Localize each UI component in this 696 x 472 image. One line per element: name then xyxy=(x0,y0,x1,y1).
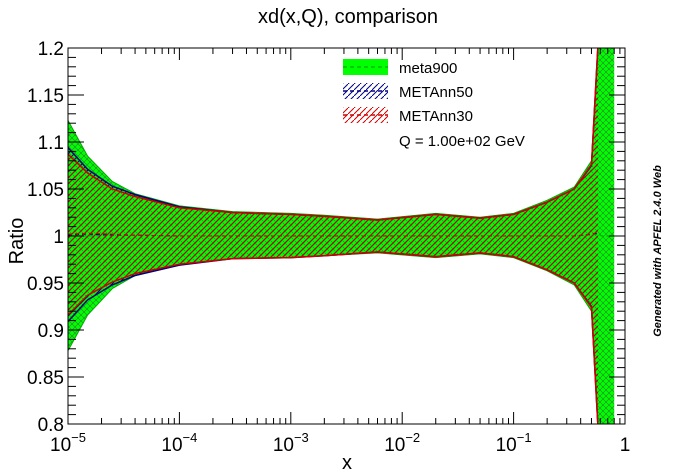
x-tick-label: 10−4 xyxy=(161,430,197,456)
y-tick-label: 1.1 xyxy=(38,133,64,154)
upper-edge-metann30 xyxy=(68,48,599,221)
x-tick-label: 10−3 xyxy=(273,430,309,456)
legend-label-meta900: meta900 xyxy=(399,60,457,77)
x-axis: 10−5 10−4 10−3 10−2 10−1 1 xyxy=(50,48,630,456)
legend-entry-meta900: meta900 xyxy=(343,59,457,77)
legend-note-scale: Q = 1.00e+02 GeV xyxy=(399,133,525,150)
x-tick-label: 10−1 xyxy=(496,430,532,456)
central-line-metann30 xyxy=(68,231,598,237)
x-tick-label: 1 xyxy=(620,435,631,456)
y-axis-label: Ratio xyxy=(6,218,28,265)
chart-title: xd(x,Q), comparison xyxy=(258,6,438,28)
y-tick-label: 1 xyxy=(53,227,64,248)
y-tick-label: 0.85 xyxy=(27,368,64,389)
lower-edge-meta900 xyxy=(68,252,615,424)
y-tick-label: 0.9 xyxy=(38,321,64,342)
y-tick-label: 1.05 xyxy=(27,180,64,201)
legend-label-metann50: METAnn50 xyxy=(399,84,473,101)
plot-area xyxy=(68,48,615,424)
x-axis-label: x xyxy=(342,452,352,472)
generator-note: Generated with APFEL 2.4.0 Web xyxy=(652,165,664,337)
y-axis: 0.8 0.85 0.9 0.95 1 1.05 1.1 1.15 1.2 xyxy=(27,39,625,436)
y-tick-label: 0.8 xyxy=(38,415,64,436)
legend-entry-metann50: METAnn50 xyxy=(343,83,473,101)
band-metann30 xyxy=(68,48,598,424)
lower-edge-metann50 xyxy=(68,251,599,424)
y-tick-label: 0.95 xyxy=(27,274,64,295)
legend: meta900 METAnn50 METAnn30 Q = 1.00e+02 G… xyxy=(343,59,525,150)
y-tick-label: 1.2 xyxy=(38,39,64,60)
legend-label-metann30: METAnn30 xyxy=(399,108,473,125)
y-tick-label: 1.15 xyxy=(27,86,64,107)
lower-edge-metann30 xyxy=(68,251,599,424)
x-tick-label: 10−2 xyxy=(384,430,420,456)
upper-edge-meta900 xyxy=(68,48,615,220)
legend-entry-metann30: METAnn30 xyxy=(343,107,473,125)
x-tick-label: 10−5 xyxy=(50,430,86,456)
